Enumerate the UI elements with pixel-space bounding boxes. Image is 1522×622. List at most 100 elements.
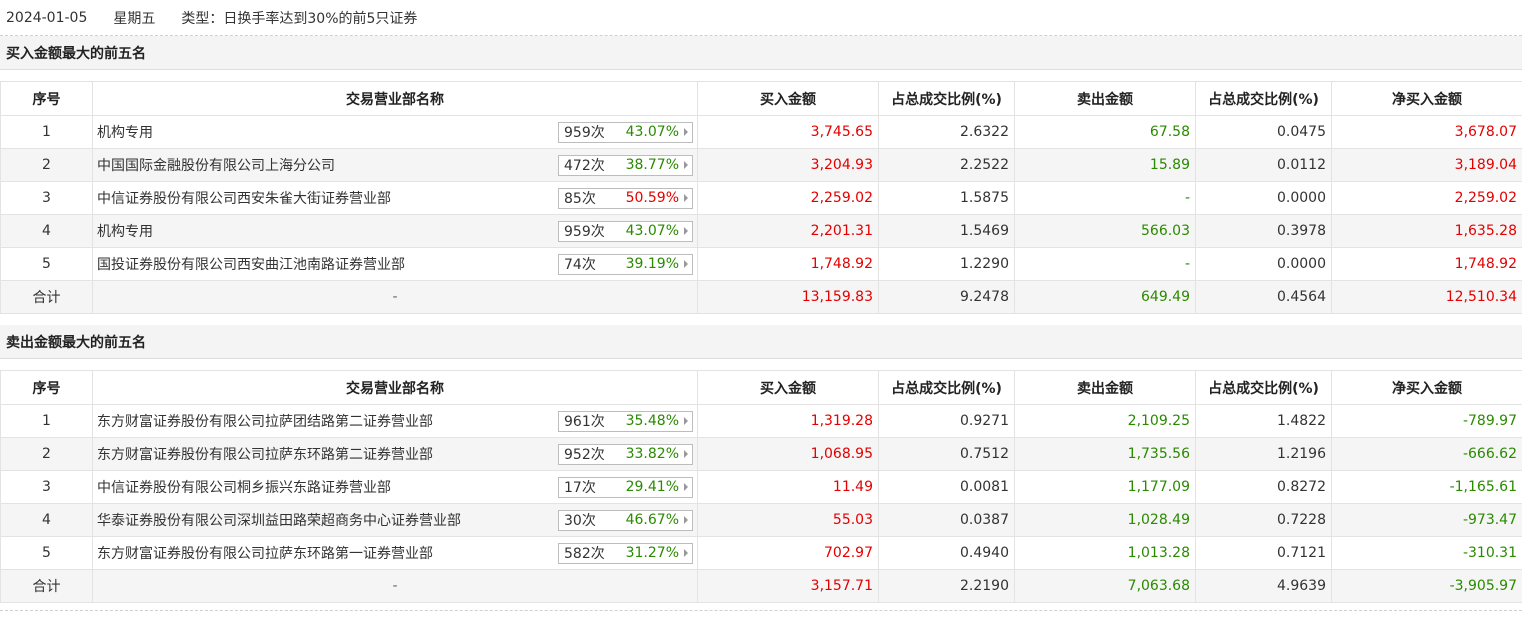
- col-sell-ratio: 占总成交比例(%): [1195, 370, 1332, 405]
- net-buy-amount: 1,748.92: [1331, 247, 1522, 281]
- row-index: 5: [0, 536, 93, 570]
- branch-stats-button[interactable]: 30次 46.67%: [558, 509, 693, 531]
- buy-ratio: 0.4940: [878, 536, 1015, 570]
- branch-name[interactable]: 机构专用: [97, 125, 153, 141]
- col-buy-amount: 买入金额: [697, 370, 879, 405]
- sell-ratio: 0.0000: [1195, 247, 1332, 281]
- total-buy-ratio: 2.2190: [878, 569, 1015, 603]
- buy-amount: 3,745.65: [697, 115, 879, 149]
- success-rate: 46.67%: [625, 512, 679, 528]
- appearance-count: 30次: [564, 513, 596, 529]
- table-row: 3 中信证券股份有限公司桐乡振兴东路证券营业部 17次 29.41% 11.49 0.00…: [0, 470, 1522, 504]
- buy-amount: 2,259.02: [697, 181, 879, 215]
- buy-amount: 11.49: [697, 470, 879, 504]
- row-index: 4: [0, 503, 93, 537]
- col-buy-ratio: 占总成交比例(%): [878, 370, 1015, 405]
- caret-right-icon: [684, 549, 688, 557]
- success-rate: 33.82%: [625, 446, 679, 462]
- branch-name[interactable]: 中信证券股份有限公司桐乡振兴东路证券营业部: [97, 480, 391, 496]
- table-row: 5 国投证券股份有限公司西安曲江池南路证券营业部 74次 39.19% 1,748.92…: [0, 247, 1522, 281]
- appearance-count: 961次: [564, 414, 605, 430]
- sell-amount: 15.89: [1014, 148, 1196, 182]
- total-row: 合计 -13,159.83 9.2478 649.49 0.4564 12,510.34: [0, 280, 1522, 314]
- sell-ratio: 1.2196: [1195, 437, 1332, 471]
- branch-cell: 机构专用 959次 43.07%: [92, 115, 698, 149]
- success-rate: 31.27%: [625, 545, 679, 561]
- table-row: 5 东方财富证券股份有限公司拉萨东环路第一证券营业部 582次 31.27% 702.9…: [0, 536, 1522, 570]
- caret-right-icon: [684, 194, 688, 202]
- col-sell-ratio: 占总成交比例(%): [1195, 81, 1332, 116]
- sell-ratio: 0.7121: [1195, 536, 1332, 570]
- sell-amount: 1,735.56: [1014, 437, 1196, 471]
- total-label: 合计: [0, 569, 93, 603]
- branch-name[interactable]: 中国国际金融股份有限公司上海分公司: [97, 158, 335, 174]
- buy-top5-table: 序号 交易营业部名称 买入金额 占总成交比例(%) 卖出金额 占总成交比例(%)…: [0, 81, 1522, 314]
- sell-ratio: 0.8272: [1195, 470, 1332, 504]
- branch-stats-button[interactable]: 961次 35.48%: [558, 410, 693, 432]
- col-net-buy: 净买入金额: [1331, 370, 1522, 405]
- sell-amount: -: [1014, 247, 1196, 281]
- branch-name[interactable]: 华泰证券股份有限公司深圳益田路荣超商务中心证券营业部: [97, 513, 461, 529]
- sell-amount: 1,013.28: [1014, 536, 1196, 570]
- header-bar: 2024-01-05 星期五 类型：日换手率达到30%的前5只证券: [0, 0, 1522, 36]
- branch-stats-button[interactable]: 74次 39.19%: [558, 253, 693, 275]
- branch-cell: 中国国际金融股份有限公司上海分公司 472次 38.77%: [92, 148, 698, 182]
- table-header-row: 序号 交易营业部名称 买入金额 占总成交比例(%) 卖出金额 占总成交比例(%)…: [0, 81, 1522, 116]
- success-rate: 38.77%: [625, 157, 679, 173]
- appearance-count: 959次: [564, 224, 605, 240]
- branch-name[interactable]: 中信证券股份有限公司西安朱雀大街证券营业部: [97, 191, 391, 207]
- branch-name[interactable]: 国投证券股份有限公司西安曲江池南路证券营业部: [97, 257, 405, 273]
- net-buy-amount: -789.97: [1331, 404, 1522, 438]
- branch-stats-button[interactable]: 952次 33.82%: [558, 443, 693, 465]
- buy-ratio: 0.0387: [878, 503, 1015, 537]
- branch-stats-button[interactable]: 582次 31.27%: [558, 542, 693, 564]
- branch-stats-button[interactable]: 472次 38.77%: [558, 154, 693, 176]
- branch-name[interactable]: 东方财富证券股份有限公司拉萨东环路第一证券营业部: [97, 546, 433, 562]
- col-index: 序号: [0, 81, 93, 116]
- caret-right-icon: [684, 260, 688, 268]
- branch-cell: 东方财富证券股份有限公司拉萨东环路第一证券营业部 582次 31.27%: [92, 536, 698, 570]
- col-branch-name: 交易营业部名称: [92, 81, 698, 116]
- weekday: 星期五: [113, 10, 156, 27]
- buy-amount: 1,319.28: [697, 404, 879, 438]
- list-type: 类型：日换手率达到30%的前5只证券: [181, 10, 418, 27]
- buy-ratio: 1.2290: [878, 247, 1015, 281]
- branch-cell: 机构专用 959次 43.07%: [92, 214, 698, 248]
- branch-cell: 东方财富证券股份有限公司拉萨东环路第二证券营业部 952次 33.82%: [92, 437, 698, 471]
- appearance-count: 472次: [564, 158, 605, 174]
- branch-stats-button[interactable]: 85次 50.59%: [558, 187, 693, 209]
- table-row: 2 中国国际金融股份有限公司上海分公司 472次 38.77% 3,204.93 2.25…: [0, 148, 1522, 182]
- branch-name[interactable]: 东方财富证券股份有限公司拉萨团结路第二证券营业部: [97, 414, 433, 430]
- branch-cell: 华泰证券股份有限公司深圳益田路荣超商务中心证券营业部 30次 46.67%: [92, 503, 698, 537]
- row-index: 2: [0, 148, 93, 182]
- total-label: 合计: [0, 280, 93, 314]
- row-index: 2: [0, 437, 93, 471]
- table-row: 3 中信证券股份有限公司西安朱雀大街证券营业部 85次 50.59% 2,259.02 1…: [0, 181, 1522, 215]
- branch-name[interactable]: 东方财富证券股份有限公司拉萨东环路第二证券营业部: [97, 447, 433, 463]
- total-net-buy: -3,905.97: [1331, 569, 1522, 603]
- buy-amount: 55.03: [697, 503, 879, 537]
- col-sell-amount: 卖出金额: [1014, 81, 1196, 116]
- bottom-divider: [0, 603, 1522, 611]
- branch-stats-button[interactable]: 959次 43.07%: [558, 121, 693, 143]
- caret-right-icon: [684, 483, 688, 491]
- total-buy-ratio: 9.2478: [878, 280, 1015, 314]
- branch-stats-button[interactable]: 17次 29.41%: [558, 476, 693, 498]
- branch-name[interactable]: 机构专用: [97, 224, 153, 240]
- appearance-count: 959次: [564, 125, 605, 141]
- total-row: 合计 -3,157.71 2.2190 7,063.68 4.9639 -3,905.97: [0, 569, 1522, 603]
- success-rate: 39.19%: [625, 256, 679, 272]
- row-index: 3: [0, 470, 93, 504]
- sell-amount: 2,109.25: [1014, 404, 1196, 438]
- net-buy-amount: -310.31: [1331, 536, 1522, 570]
- sell-ratio: 0.7228: [1195, 503, 1332, 537]
- branch-stats-button[interactable]: 959次 43.07%: [558, 220, 693, 242]
- success-rate: 50.59%: [625, 190, 679, 206]
- sell-section-title: 卖出金额最大的前五名: [0, 325, 1522, 359]
- buy-amount: 1,068.95: [697, 437, 879, 471]
- net-buy-amount: 1,635.28: [1331, 214, 1522, 248]
- spacer: [0, 359, 1522, 370]
- buy-amount: 702.97: [697, 536, 879, 570]
- sell-ratio: 0.3978: [1195, 214, 1332, 248]
- sell-ratio: 0.0475: [1195, 115, 1332, 149]
